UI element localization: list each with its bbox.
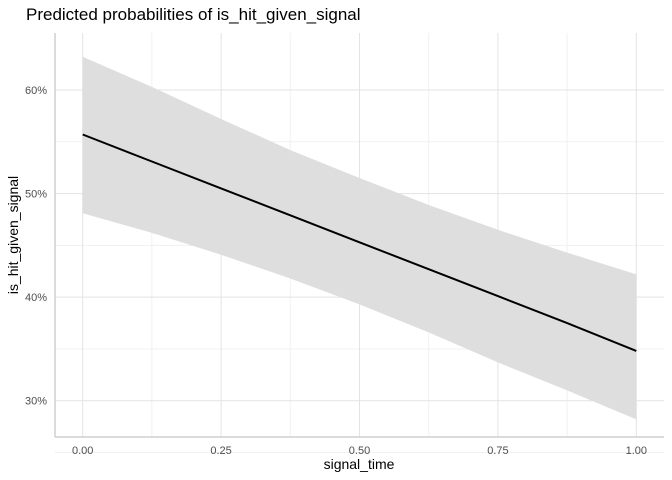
x-tick-label: 0.25 xyxy=(210,445,231,457)
y-tick-label: 30% xyxy=(25,396,47,408)
y-axis-title: is_hit_given_signal xyxy=(5,176,21,294)
x-tick-label: 1.00 xyxy=(626,445,647,457)
x-tick-label: 0.50 xyxy=(349,445,370,457)
confidence-band xyxy=(82,56,637,420)
x-tick-labels: 0.00 0.25 0.50 0.75 1.00 xyxy=(72,445,647,457)
x-axis-title: signal_time xyxy=(324,456,395,472)
y-tick-label: 50% xyxy=(25,189,47,201)
x-tick-label: 0.00 xyxy=(72,445,93,457)
axes xyxy=(54,33,664,438)
prediction-line xyxy=(82,133,637,352)
y-tick-label: 40% xyxy=(25,292,47,304)
y-tick-labels: 30% 40% 50% 60% xyxy=(25,85,47,408)
y-tick-label: 60% xyxy=(25,85,47,97)
x-tick-label: 0.75 xyxy=(487,445,508,457)
chart-title: Predicted probabilities of is_hit_given_… xyxy=(26,5,361,24)
